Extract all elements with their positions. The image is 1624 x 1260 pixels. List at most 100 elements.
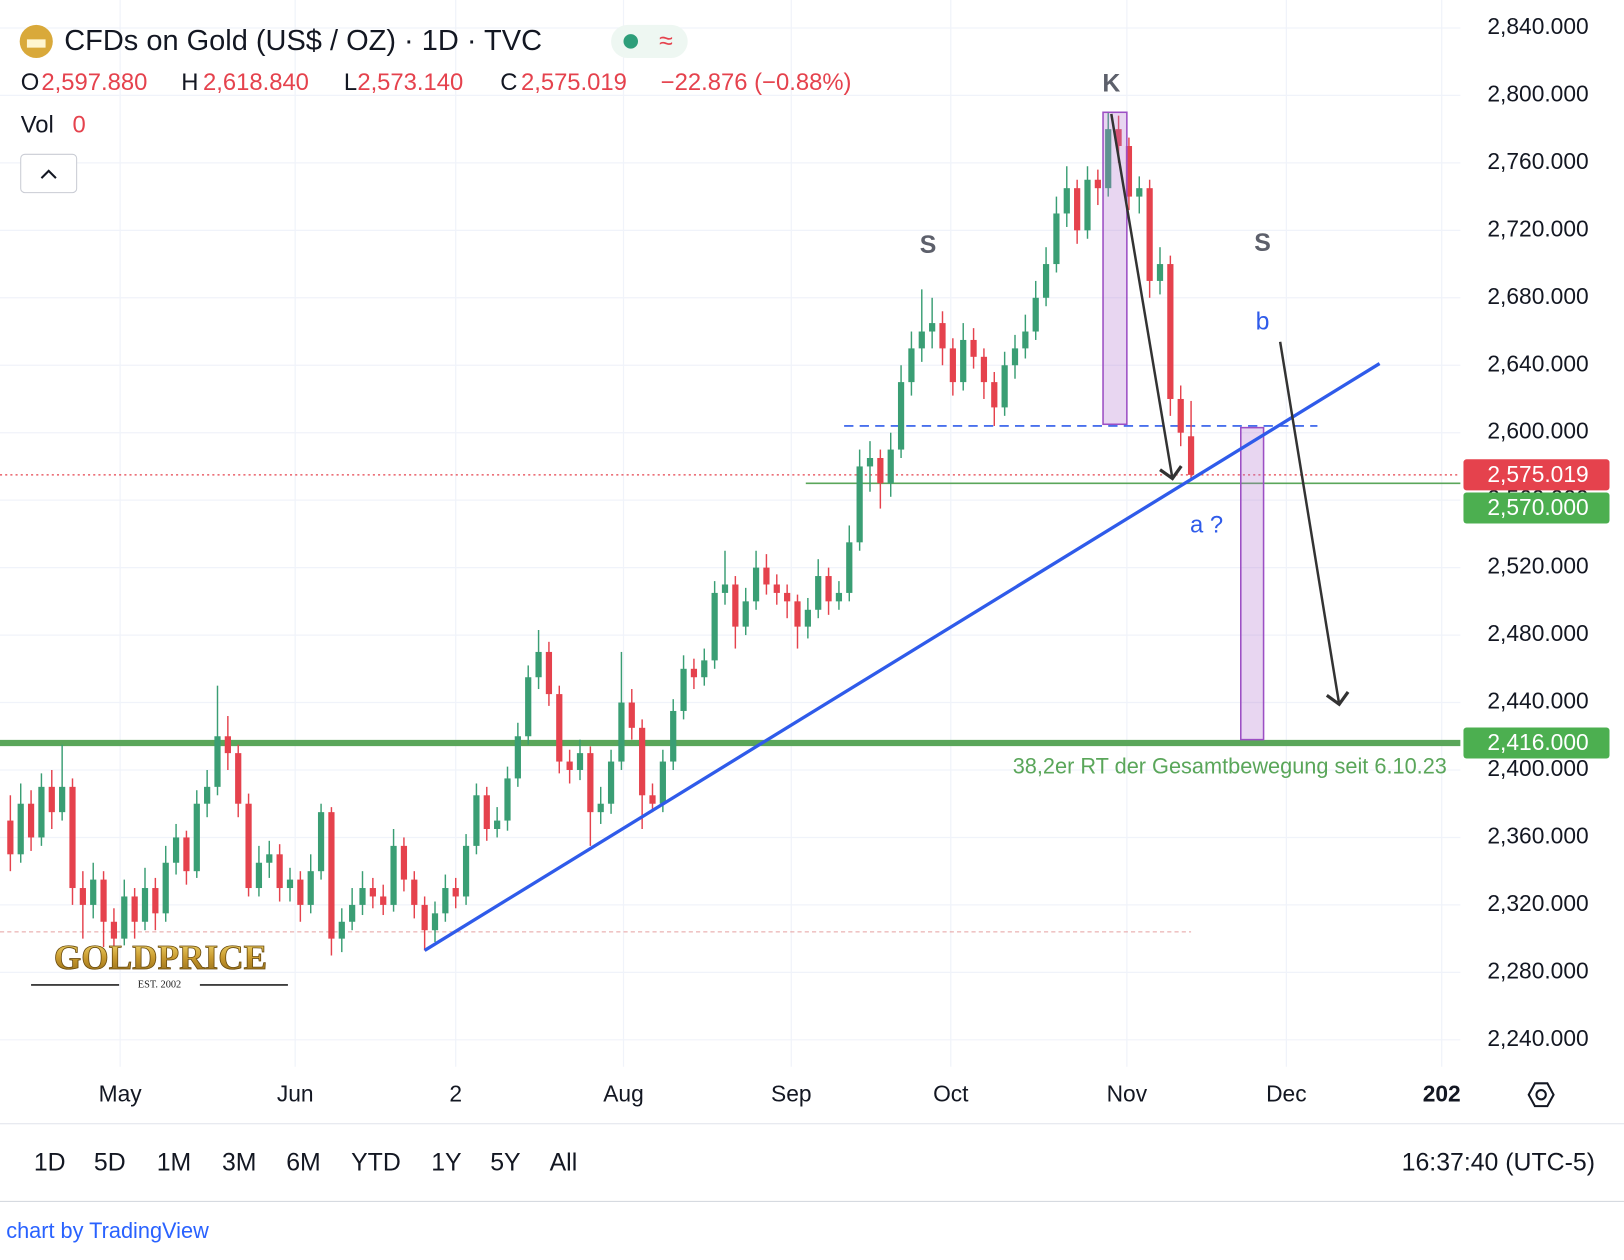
candle-body: [380, 896, 387, 905]
y-tick-label: 2,760.000: [1487, 148, 1588, 174]
candle-body: [204, 786, 211, 804]
range-button[interactable]: 1M: [157, 1150, 192, 1177]
candle-body: [825, 576, 832, 602]
x-tick-label: 2: [449, 1081, 462, 1107]
candle-body: [359, 888, 366, 905]
ohlc-key: L: [344, 69, 357, 96]
candle-body: [1022, 331, 1029, 349]
y-tick-label: 2,320.000: [1487, 890, 1588, 916]
candle-body: [514, 736, 521, 779]
candle-body: [400, 845, 408, 880]
candle-body: [908, 348, 915, 383]
x-tick-label: Nov: [1107, 1081, 1148, 1107]
levels-layer: [0, 425, 1461, 933]
trendline: [423, 362, 1381, 952]
ohlc-value: 2,597.880: [41, 69, 147, 96]
candle-body: [949, 348, 956, 383]
candle-body: [752, 567, 760, 602]
candle-body: [1146, 188, 1153, 281]
range-box: [1240, 426, 1265, 741]
range-button[interactable]: 6M: [286, 1150, 321, 1177]
clock: 16:37:40 (UTC-5): [1402, 1150, 1595, 1177]
candle-body: [856, 466, 863, 543]
candle-body: [991, 382, 998, 408]
candle-body: [504, 778, 511, 821]
candle-body: [183, 837, 190, 872]
candle-body: [721, 584, 729, 593]
candle-body: [349, 904, 356, 922]
candle-body: [846, 542, 853, 593]
candle-body: [960, 339, 967, 383]
range-button[interactable]: 5D: [94, 1150, 126, 1177]
candle-body: [266, 854, 273, 863]
candle-body: [235, 753, 242, 804]
range-button[interactable]: 3M: [222, 1150, 257, 1177]
candles-layer: [7, 112, 1195, 956]
y-tick-label: 2,360.000: [1487, 822, 1588, 848]
collapse-button[interactable]: [20, 153, 78, 194]
candle-body: [307, 871, 314, 905]
y-tick-label: 2,440.000: [1487, 688, 1588, 714]
vol-value: 0: [73, 112, 86, 139]
candle-body: [918, 331, 925, 349]
candle-body: [286, 879, 294, 889]
x-tick-label: May: [99, 1081, 143, 1107]
range-button[interactable]: All: [550, 1150, 578, 1177]
candle-body: [1001, 365, 1008, 408]
candle-body: [1167, 264, 1174, 399]
x-tick-label: Jun: [277, 1081, 314, 1107]
candle-body: [1156, 264, 1164, 281]
candle-body: [255, 862, 263, 889]
candle-body: [462, 845, 470, 897]
y-tick-label: 2,720.000: [1487, 215, 1588, 241]
y-tick-label: 2,520.000: [1487, 553, 1588, 579]
candle-body: [690, 668, 698, 678]
price-tag-label: 2,575.019: [1487, 461, 1588, 487]
annotation: S: [920, 232, 937, 259]
status-pill[interactable]: [611, 24, 688, 58]
candle-body: [556, 694, 563, 762]
range-button[interactable]: 1D: [34, 1150, 66, 1177]
logo-est: EST. 2002: [138, 979, 181, 990]
change: −22.876 (−0.88%): [661, 69, 852, 96]
candle-body: [794, 601, 801, 627]
candle-body: [1136, 188, 1143, 197]
status-dot: [623, 34, 638, 49]
candle-body: [421, 904, 428, 931]
annotation: K: [1102, 70, 1120, 97]
price-tag-label: 2,416.000: [1487, 729, 1588, 755]
price-tag: [1463, 727, 1610, 759]
candle-body: [535, 651, 542, 678]
candle-body: [773, 584, 780, 593]
candle-body: [483, 795, 490, 830]
candle-body: [566, 761, 573, 770]
candle-body: [152, 888, 159, 914]
candle-body: [835, 592, 843, 602]
drawings-layer: [423, 111, 1381, 952]
candle-body: [1105, 129, 1112, 189]
candle-body: [525, 677, 532, 737]
y-tick-label: 2,280.000: [1487, 957, 1588, 983]
range-button[interactable]: YTD: [351, 1150, 401, 1177]
y-tick-label: 2,600.000: [1487, 418, 1588, 444]
range-box: [1102, 111, 1128, 426]
range-button[interactable]: 1Y: [431, 1150, 462, 1177]
x-tick-label: Sep: [771, 1081, 812, 1107]
candle-body: [27, 803, 35, 838]
candle-body: [141, 888, 149, 922]
candle-body: [224, 736, 231, 754]
candle-body: [711, 592, 718, 661]
candle-body: [784, 592, 791, 602]
candle-body: [742, 601, 749, 627]
range-button[interactable]: 5Y: [490, 1150, 521, 1177]
settings-icon[interactable]: [1527, 1082, 1555, 1108]
candle-body: [411, 879, 418, 905]
candle-body: [48, 786, 55, 813]
candle-body: [1177, 398, 1184, 433]
candle-body: [193, 803, 200, 872]
candle-body: [815, 576, 822, 610]
credit[interactable]: chart by TradingView: [6, 1218, 209, 1243]
candle-body: [431, 913, 439, 931]
